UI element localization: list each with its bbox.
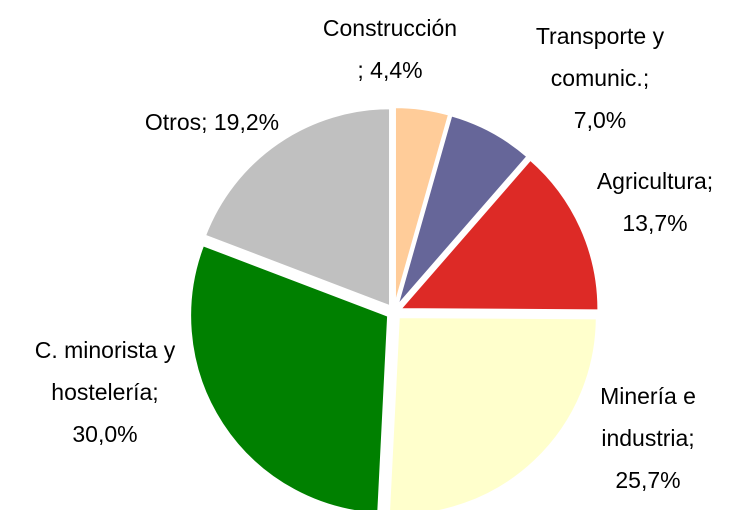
data-label: industria;: [601, 425, 694, 451]
data-label: comunic.;: [551, 65, 649, 91]
data-label: ; 4,4%: [357, 57, 422, 83]
data-label: Otros; 19,2%: [145, 109, 279, 135]
data-label: Agricultura;: [597, 168, 713, 194]
pie-slice: [189, 243, 390, 510]
pie-slice: [398, 158, 600, 312]
data-label: C. minorista y: [35, 337, 176, 363]
pie-slice: [393, 106, 451, 306]
data-label: Minería e: [600, 383, 696, 409]
data-label: 25,7%: [615, 467, 680, 493]
pie-slice: [396, 114, 529, 307]
data-label: 30,0%: [72, 421, 137, 447]
pie-slice: [203, 107, 392, 308]
data-label: hostelería;: [51, 379, 158, 405]
data-label: 7,0%: [574, 107, 626, 133]
pie-slice: [388, 316, 598, 510]
data-label: Transporte y: [536, 23, 665, 49]
data-label: 13,7%: [622, 210, 687, 236]
data-label: Construcción: [323, 15, 457, 41]
